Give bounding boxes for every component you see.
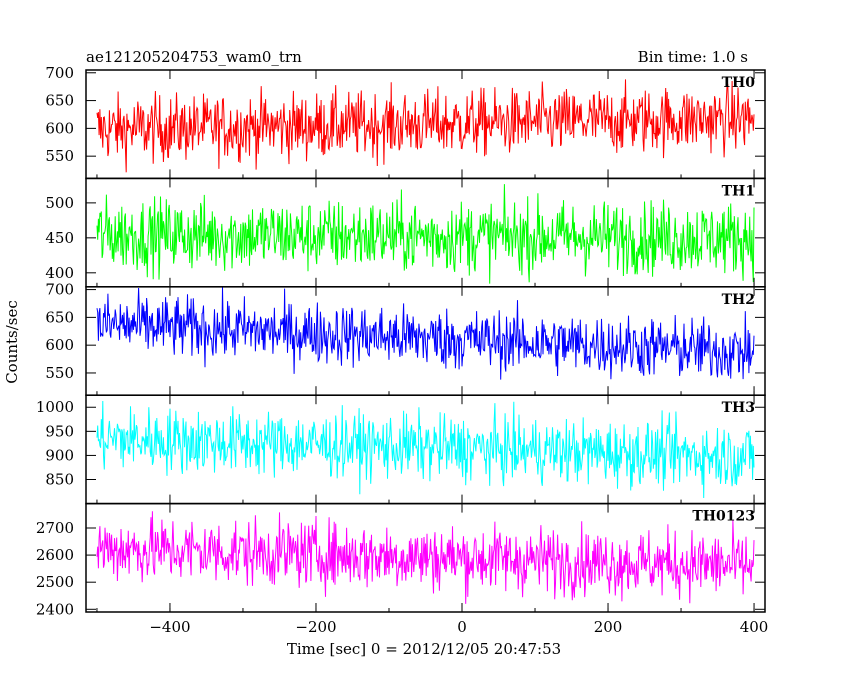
y-tick-label-th2: 550 bbox=[45, 364, 74, 382]
x-tick-label: 400 bbox=[740, 618, 769, 636]
x-tick-label: 200 bbox=[594, 618, 623, 636]
x-tick-label: −400 bbox=[149, 618, 190, 636]
y-tick-label-th2: 650 bbox=[45, 308, 74, 326]
panel-label-th3: TH3 bbox=[722, 400, 755, 416]
y-tick-label-th1: 500 bbox=[45, 194, 74, 212]
y-tick-label-th2: 600 bbox=[45, 336, 74, 354]
x-tick-label: −200 bbox=[295, 618, 336, 636]
y-tick-label-th0123: 2700 bbox=[36, 519, 74, 537]
y-tick-label-th3: 850 bbox=[45, 471, 74, 489]
y-tick-label-th0: 650 bbox=[45, 92, 74, 110]
y-tick-label-th2: 700 bbox=[45, 281, 74, 299]
panel-label-th1: TH1 bbox=[722, 183, 755, 199]
x-tick-label: 0 bbox=[457, 618, 467, 636]
series-line-th3 bbox=[96, 400, 755, 499]
y-tick-label-th0123: 2500 bbox=[36, 573, 74, 591]
series-line-th0123 bbox=[96, 511, 755, 604]
y-tick-label-th0: 600 bbox=[45, 119, 74, 137]
y-tick-label-th3: 1000 bbox=[36, 398, 74, 416]
y-tick-label-th0123: 2600 bbox=[36, 546, 74, 564]
series-line-th2 bbox=[96, 286, 755, 380]
y-axis-label: Counts/sec bbox=[3, 300, 21, 384]
y-tick-label-th3: 900 bbox=[45, 446, 74, 464]
y-tick-label-th0: 550 bbox=[45, 147, 74, 165]
chart-title: ae121205204753_wam0_trn bbox=[86, 48, 302, 66]
series-line-th1 bbox=[96, 184, 755, 284]
panel-label-th0: TH0 bbox=[722, 75, 756, 91]
bin-time-label: Bin time: 1.0 s bbox=[638, 48, 748, 66]
y-tick-label-th1: 400 bbox=[45, 264, 74, 282]
y-tick-label-th0: 700 bbox=[45, 64, 74, 82]
y-tick-label-th0123: 2400 bbox=[36, 600, 74, 618]
panel-frame-th0123 bbox=[85, 502, 766, 613]
series-line-th0 bbox=[96, 79, 755, 173]
y-tick-label-th3: 950 bbox=[45, 422, 74, 440]
x-axis-label: Time [sec] 0 = 2012/12/05 20:47:53 bbox=[287, 640, 561, 658]
panel-label-th2: TH2 bbox=[722, 292, 755, 308]
y-tick-label-th1: 450 bbox=[45, 229, 74, 247]
panel-label-th0123: TH0123 bbox=[692, 509, 755, 525]
panels-group: TH0 550 600 650 700 TH1 400 450 500 TH2 550 600 650 7… bbox=[36, 64, 769, 636]
